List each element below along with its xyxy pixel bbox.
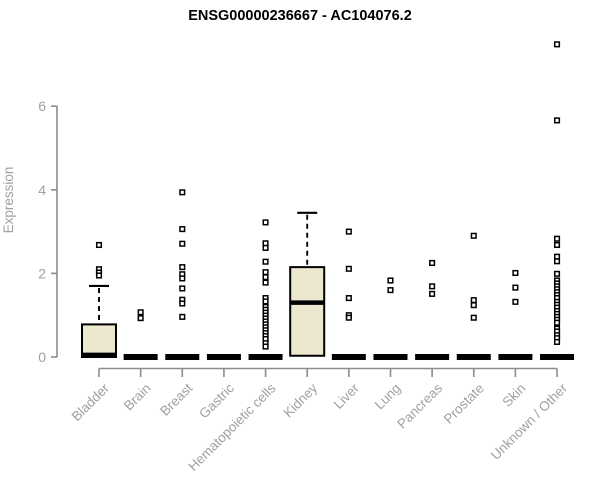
zero-bar	[373, 354, 408, 360]
outlier-point	[470, 232, 477, 239]
chart-title: ENSG00000236667 - AC104076.2	[188, 8, 412, 24]
outlier-point	[137, 309, 144, 316]
outlier-point	[179, 285, 186, 292]
y-tick-label: 4	[38, 182, 46, 198]
outlier-point	[179, 264, 186, 271]
outlier-point	[387, 277, 394, 284]
outlier-point	[553, 117, 561, 124]
outlier-point	[512, 269, 519, 277]
outlier-point	[179, 313, 186, 320]
outlier-point	[137, 315, 144, 322]
outlier-point	[345, 314, 352, 321]
outlier-point	[345, 295, 352, 302]
outlier-point	[553, 338, 561, 346]
outlier-point	[262, 244, 269, 251]
outlier-point	[553, 41, 561, 48]
outlier-point	[470, 297, 477, 304]
outlier-point	[345, 228, 352, 235]
outlier-point	[262, 343, 269, 350]
zero-bar	[456, 354, 491, 360]
outlier-point	[345, 265, 352, 272]
x-axis-label: Breast	[157, 380, 195, 418]
zero-bar	[498, 354, 533, 360]
outlier-point	[512, 298, 519, 305]
x-axis-label: Unknown / Other	[488, 380, 571, 463]
zero-bar	[331, 354, 366, 360]
x-axis-label: Lung	[372, 381, 404, 413]
x-axis-label: Liver	[331, 380, 363, 412]
outlier-point	[553, 319, 561, 326]
y-tick-label: 6	[38, 98, 46, 114]
outlier-point	[262, 274, 269, 281]
zero-bar	[165, 354, 200, 360]
outlier-point	[179, 226, 186, 233]
outlier-point	[429, 290, 436, 297]
outlier-point	[553, 270, 561, 277]
zero-bar	[248, 354, 283, 360]
box	[81, 323, 117, 358]
outlier-point	[429, 283, 436, 290]
outlier-point	[95, 272, 103, 279]
outlier-point	[179, 189, 186, 196]
outlier-point	[95, 241, 103, 249]
outlier-point	[553, 235, 561, 242]
outlier-point	[470, 302, 477, 309]
x-axis-label: Skin	[499, 381, 528, 410]
outlier-point	[179, 300, 186, 307]
y-tick-label: 2	[38, 265, 46, 281]
outlier-point	[179, 275, 186, 282]
zero-bar	[123, 354, 158, 360]
box	[289, 266, 326, 357]
outlier-point	[553, 258, 561, 265]
outlier-point	[470, 314, 477, 321]
x-axis-label: Brain	[121, 381, 154, 414]
x-axis-label: Bladder	[69, 380, 113, 424]
zero-bar	[206, 354, 241, 360]
y-axis-title: Expression	[1, 167, 16, 234]
outlier-point	[553, 241, 561, 249]
outlier-point	[262, 298, 269, 305]
x-axis-label: Kidney	[281, 380, 321, 420]
outlier-point	[262, 219, 269, 226]
x-axis-label: Gastric	[196, 380, 237, 421]
outlier-point	[179, 240, 186, 247]
outlier-point	[262, 269, 269, 276]
zero-bar	[415, 354, 450, 360]
x-axis-label: Prostate	[441, 381, 487, 427]
outlier-point	[262, 279, 269, 286]
x-axis-label: Pancreas	[394, 380, 445, 431]
outlier-point	[387, 287, 394, 294]
zero-bar	[540, 354, 575, 360]
outlier-point	[512, 284, 519, 291]
y-tick-label: 0	[38, 349, 46, 365]
outlier-point	[262, 258, 269, 265]
outlier-point	[429, 259, 436, 266]
